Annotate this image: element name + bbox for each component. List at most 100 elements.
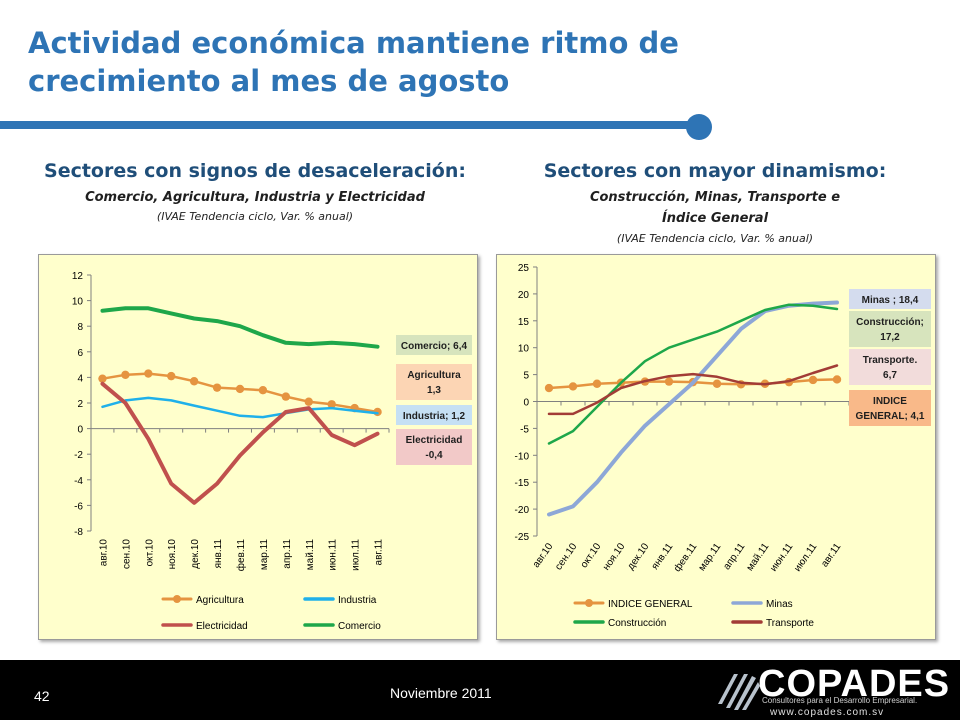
x-tick-label: июл.11 bbox=[351, 539, 362, 571]
data-point bbox=[544, 383, 554, 393]
left-chart-heading: Sectores con signos de desaceleración: bbox=[44, 160, 466, 182]
y-tick-label: 25 bbox=[518, 263, 530, 274]
x-tick-label: мар.11 bbox=[697, 541, 724, 573]
y-tick-label: -8 bbox=[74, 527, 83, 538]
x-tick-label: фев.11 bbox=[235, 539, 247, 572]
x-tick-label: июн.11 bbox=[328, 539, 339, 571]
data-label: 6,7 bbox=[883, 370, 897, 381]
data-point bbox=[212, 383, 222, 392]
left-chart-note: (IVAE Tendencia ciclo, Var. % anual) bbox=[156, 210, 354, 223]
data-point bbox=[592, 379, 602, 388]
y-tick-label: -20 bbox=[515, 505, 530, 516]
slide-title: Actividad económica mantiene ritmo de cr… bbox=[28, 26, 679, 98]
legend-label: Comercio bbox=[338, 621, 381, 632]
y-tick-label: -15 bbox=[515, 478, 530, 489]
data-label: Construcción; bbox=[856, 317, 924, 328]
right-chart-heading: Sectores con mayor dinamismo: bbox=[543, 160, 887, 182]
data-point bbox=[832, 375, 842, 384]
series-line-transporte bbox=[547, 364, 839, 416]
y-tick-label: 10 bbox=[72, 297, 84, 308]
x-tick-label: сен.10 bbox=[121, 539, 132, 569]
data-point bbox=[304, 397, 313, 406]
y-tick-label: 5 bbox=[523, 371, 529, 382]
data-point bbox=[808, 375, 818, 385]
data-label: INDICE bbox=[873, 396, 907, 407]
data-label-box bbox=[849, 390, 931, 426]
y-tick-label: -25 bbox=[515, 532, 530, 543]
data-label: Agricultura bbox=[407, 370, 461, 381]
x-tick-label: дек.10 bbox=[625, 541, 651, 572]
legend-label: Transporte bbox=[766, 618, 814, 629]
x-tick-label: авг.10 bbox=[98, 539, 109, 567]
data-label-box bbox=[849, 289, 931, 309]
data-label-box bbox=[396, 429, 472, 465]
data-point bbox=[167, 371, 176, 381]
data-point bbox=[664, 377, 674, 386]
y-tick-label: 2 bbox=[77, 399, 83, 410]
y-tick-label: -5 bbox=[520, 424, 529, 435]
footer-date: Noviembre 2011 bbox=[390, 685, 492, 701]
data-point bbox=[189, 377, 199, 386]
footer-bar bbox=[0, 660, 960, 720]
data-point bbox=[281, 392, 291, 401]
page-number: 42 bbox=[34, 688, 50, 704]
x-tick-label: ноя.10 bbox=[601, 541, 628, 573]
x-tick-label: июл.11 bbox=[792, 541, 820, 574]
right-chart-subtitle-line2: Índice General bbox=[661, 211, 769, 226]
data-point bbox=[144, 369, 153, 378]
legend-label: Construcción bbox=[608, 618, 666, 629]
x-tick-label: окт.10 bbox=[579, 541, 604, 570]
y-tick-label: 10 bbox=[518, 344, 530, 355]
data-point bbox=[235, 384, 245, 394]
data-label: Electricidad bbox=[406, 435, 463, 446]
data-point bbox=[258, 386, 268, 395]
x-tick-label: авг.11 bbox=[819, 541, 843, 569]
x-tick-label: фев.11 bbox=[671, 540, 700, 574]
data-point bbox=[98, 374, 107, 383]
right-chart: 25 20 15 10 5 0 -5 -10 -15 -20 -25 авг.10 сен.10 окт.… bbox=[496, 254, 936, 640]
y-tick-label: -6 bbox=[74, 501, 83, 512]
series-line-minas bbox=[547, 300, 839, 517]
data-label: 1,3 bbox=[427, 385, 441, 396]
series-line-industria bbox=[101, 396, 379, 419]
data-point bbox=[121, 370, 130, 380]
logo-globe-icon bbox=[718, 674, 760, 710]
y-tick-label: 8 bbox=[77, 322, 83, 333]
x-tick-label: дек.10 bbox=[190, 539, 201, 569]
y-tick-label: 0 bbox=[523, 398, 529, 409]
right-chart-subtitle-line1: Construcción, Minas, Transporte e bbox=[589, 190, 841, 205]
legend-label: Agricultura bbox=[196, 595, 244, 606]
left-chart-subtitle: Comercio, Agricultura, Industria y Elect… bbox=[85, 190, 425, 205]
copades-logo bbox=[706, 660, 960, 720]
y-tick-label: -4 bbox=[74, 476, 83, 487]
right-chart-note: (IVAE Tendencia ciclo, Var. % anual) bbox=[616, 232, 814, 245]
y-tick-label: 0 bbox=[77, 425, 83, 436]
legend-marker bbox=[585, 599, 593, 607]
logo-wordmark: COPADES bbox=[758, 663, 951, 705]
x-tick-label: ноя.10 bbox=[167, 539, 178, 570]
data-label: Comercio; 6,4 bbox=[401, 341, 468, 352]
data-label-box bbox=[396, 335, 472, 355]
series-line-electricidad bbox=[100, 381, 380, 505]
x-tick-label: окт.10 bbox=[144, 539, 155, 567]
data-label-box bbox=[396, 405, 472, 425]
data-label: 17,2 bbox=[880, 332, 900, 343]
data-point bbox=[327, 400, 336, 409]
x-tick-label: янв.11 bbox=[213, 539, 224, 569]
logo-tagline: Consultores para el Desarrollo Empresari… bbox=[762, 696, 918, 705]
y-tick-label: -2 bbox=[74, 450, 83, 461]
data-label: Minas ; 18,4 bbox=[862, 295, 919, 306]
legend-label: INDICE GENERAL bbox=[608, 599, 693, 610]
legend-marker bbox=[173, 595, 181, 603]
data-label: -0,4 bbox=[425, 450, 443, 461]
x-tick-label: апр.11 bbox=[282, 539, 293, 569]
x-tick-label: май.11 bbox=[305, 539, 316, 571]
legend-label: Minas bbox=[766, 599, 793, 610]
data-point bbox=[712, 379, 722, 388]
data-label: Industria; 1,2 bbox=[403, 411, 466, 422]
x-tick-label: июн.11 bbox=[768, 541, 795, 574]
y-tick-label: -10 bbox=[515, 451, 530, 462]
x-tick-label: авг.11 bbox=[374, 539, 385, 566]
x-tick-label: май.11 bbox=[745, 541, 772, 573]
